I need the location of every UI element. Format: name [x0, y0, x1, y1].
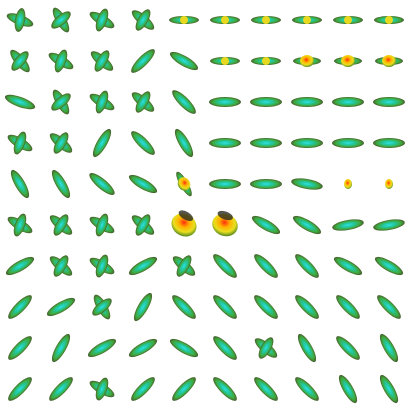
glyph — [209, 179, 241, 189]
glyph — [291, 97, 323, 107]
hot-blob — [344, 179, 352, 189]
glyph — [250, 179, 282, 189]
glyph — [332, 97, 364, 107]
core — [303, 16, 311, 24]
core — [262, 16, 270, 24]
lobe — [209, 179, 241, 189]
core — [385, 16, 393, 24]
page: (() => { JSON.parse(document.getElementB… — [0, 0, 411, 411]
glyph — [210, 57, 240, 65]
core — [180, 16, 188, 24]
core — [221, 16, 229, 24]
glyph — [250, 97, 282, 107]
core — [262, 57, 270, 65]
glyph — [250, 138, 282, 148]
lobe — [250, 179, 282, 189]
hot-blob — [341, 55, 355, 67]
lobe — [332, 138, 364, 148]
lobe — [373, 138, 405, 148]
glyph — [374, 16, 404, 24]
glyph — [209, 97, 241, 107]
glyph — [385, 179, 393, 189]
glyph — [332, 138, 364, 148]
lobe — [209, 138, 241, 148]
lobe — [332, 97, 364, 107]
lobe — [250, 138, 282, 148]
glyph — [344, 179, 352, 189]
glyph — [292, 16, 322, 24]
glyph — [373, 97, 405, 107]
glyph-field — [0, 0, 411, 411]
core — [344, 16, 352, 24]
hot-blob — [300, 55, 314, 67]
lobe — [250, 97, 282, 107]
glyph — [251, 16, 281, 24]
lobe — [291, 97, 323, 107]
glyph — [209, 138, 241, 148]
glyph — [251, 57, 281, 65]
hot-blob — [382, 55, 396, 67]
glyph — [291, 138, 323, 148]
hot-blob — [385, 179, 393, 189]
lobe — [291, 138, 323, 148]
glyph — [333, 16, 363, 24]
glyph — [373, 138, 405, 148]
core — [221, 57, 229, 65]
glyph — [169, 16, 199, 24]
lobe — [209, 97, 241, 107]
lobe — [373, 97, 405, 107]
glyph — [210, 16, 240, 24]
